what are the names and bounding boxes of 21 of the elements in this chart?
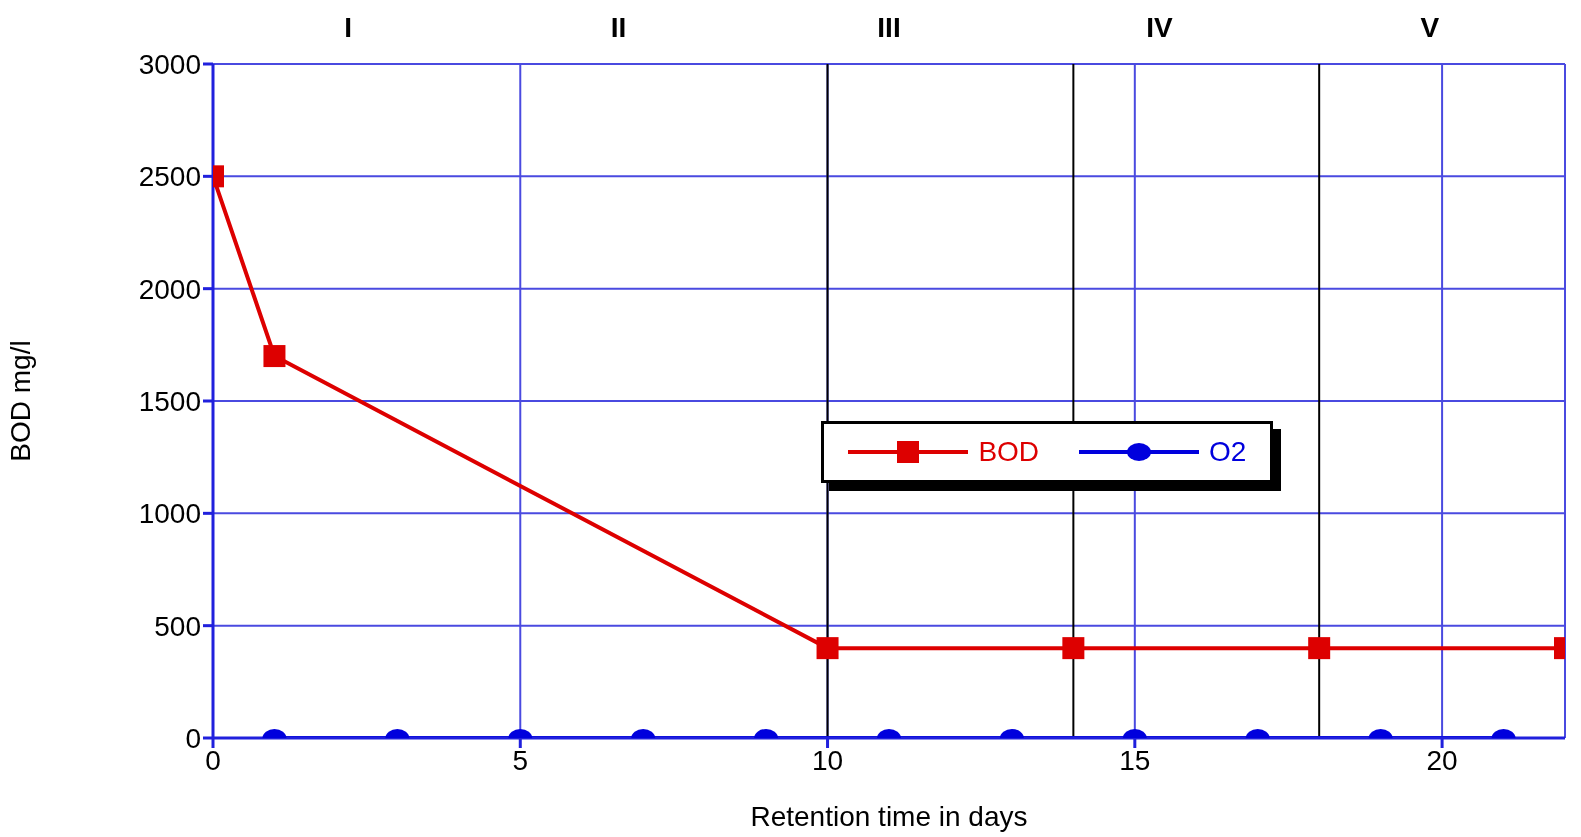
x-tick-label: 0 [205, 744, 221, 776]
x-tick-label: 5 [512, 744, 529, 776]
text: II [610, 12, 627, 44]
x-tick-label: 10 [811, 744, 844, 776]
text: I [344, 12, 353, 44]
legend-label: BOD [978, 436, 1040, 469]
text: V [1420, 12, 1440, 44]
legend-label: O2 [1209, 436, 1247, 469]
y-tick-label: 3000 [138, 48, 201, 80]
y-axis-title: BOD mg/l [4, 340, 36, 462]
y-tick-label: 1500 [138, 385, 201, 417]
y-tick-label: 2000 [138, 273, 201, 305]
y-tick-label: 0 [185, 722, 201, 754]
x-tick-label: 20 [1426, 744, 1458, 776]
y-tick-label: 500 [154, 610, 201, 642]
text: IV [1146, 12, 1173, 44]
x-tick-label: 15 [1119, 744, 1151, 776]
x-axis-title: Retention time in days [750, 801, 1028, 832]
text: III [877, 12, 901, 44]
y-tick-label: 2500 [138, 161, 201, 193]
y-tick-label: 1000 [138, 498, 201, 530]
